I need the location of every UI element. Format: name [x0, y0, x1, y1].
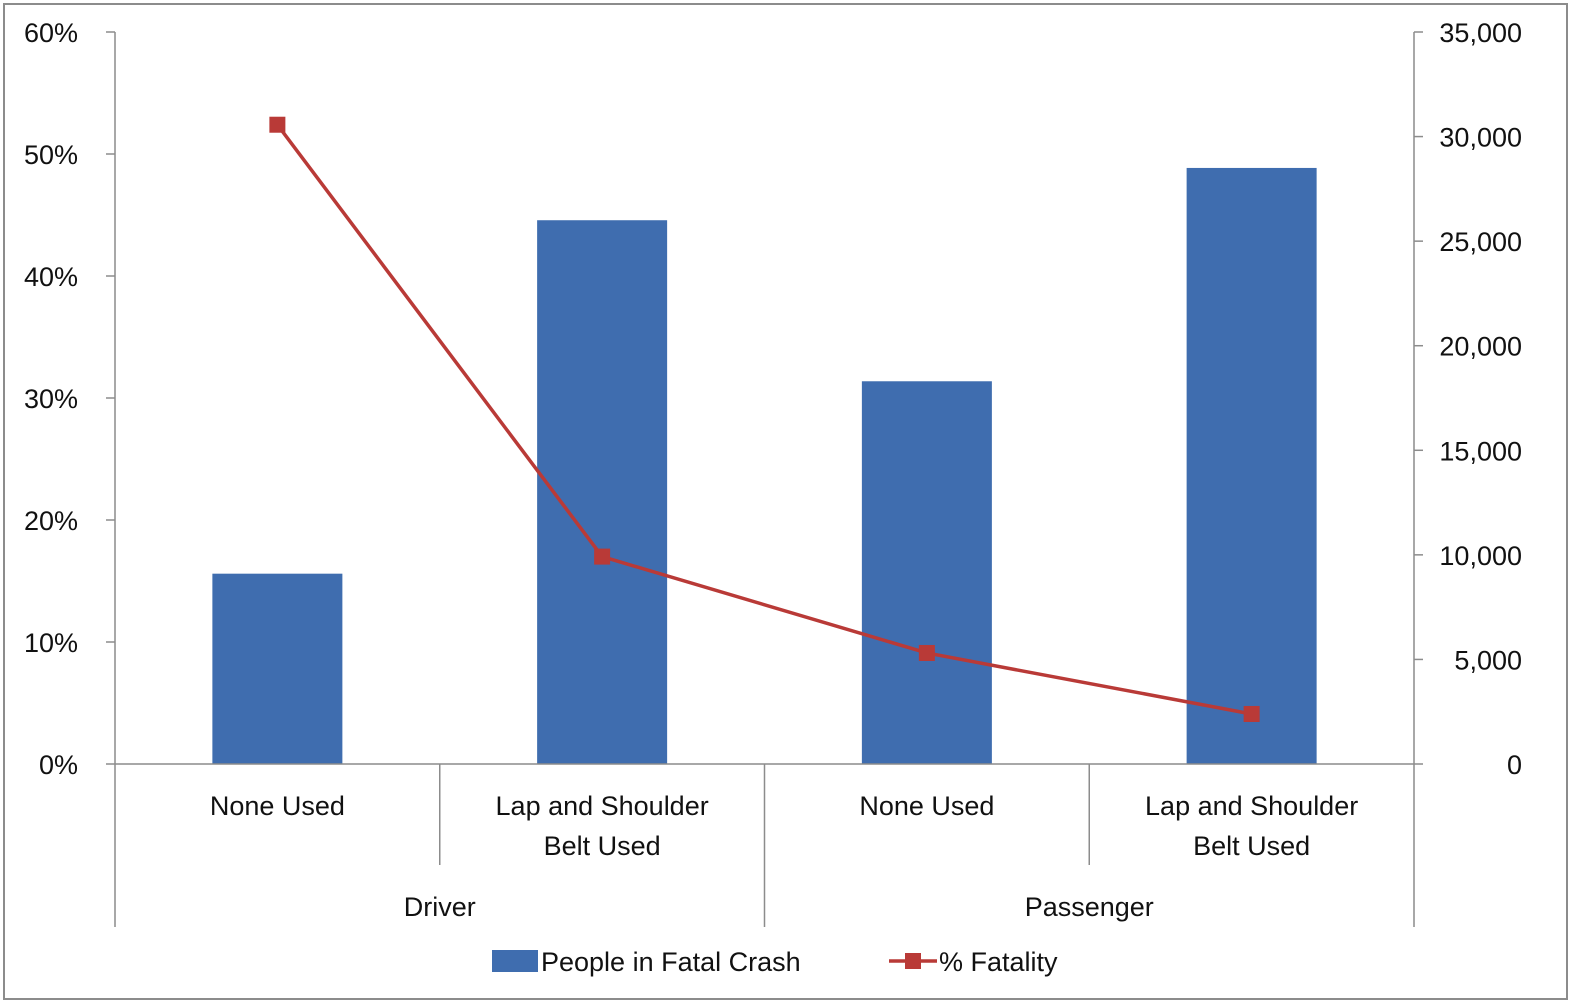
y-left-tick-label: 0%: [39, 750, 78, 780]
legend-swatch-marker: [905, 953, 921, 969]
category-label-4: Lap and Shoulder: [1145, 791, 1358, 821]
y-right-tick-label: 25,000: [1439, 227, 1522, 257]
y-right-tick-label: 30,000: [1439, 123, 1522, 153]
group-label-driver: Driver: [404, 892, 476, 922]
chart-frame: [3, 3, 1568, 1000]
fatality-point-4: [1243, 705, 1260, 722]
category-label-2: Belt Used: [544, 831, 661, 861]
legend-label-line: % Fatality: [939, 947, 1058, 977]
fatality-point-3: [918, 644, 935, 661]
y-left-tick-label: 10%: [24, 628, 78, 658]
y-right-tick-label: 5,000: [1454, 645, 1522, 675]
legend-swatch-bar: [492, 950, 538, 972]
y-right-tick-label: 15,000: [1439, 436, 1522, 466]
category-label-2: Lap and Shoulder: [496, 791, 709, 821]
y-right-tick-label: 0: [1507, 750, 1522, 780]
fatality-line: [275, 123, 1252, 716]
y-left-tick-label: 30%: [24, 384, 78, 414]
category-label-1: None Used: [210, 791, 345, 821]
category-label-3: None Used: [859, 791, 994, 821]
bar-2: [537, 220, 668, 764]
y-right-tick-label: 10,000: [1439, 541, 1522, 571]
category-label-4: Belt Used: [1193, 831, 1310, 861]
y-left-tick-label: 20%: [24, 506, 78, 536]
fatality-point-1: [269, 116, 286, 133]
y-right-tick-label: 20,000: [1439, 332, 1522, 362]
bar-4: [1186, 167, 1317, 764]
group-label-passenger: Passenger: [1025, 892, 1154, 922]
fatality-point-2: [594, 548, 611, 565]
y-right-tick-label: 35,000: [1439, 18, 1522, 48]
bar-1: [212, 573, 343, 764]
y-left-tick-label: 40%: [24, 262, 78, 292]
bar-3: [861, 381, 992, 764]
legend-label-bar: People in Fatal Crash: [541, 947, 801, 977]
y-left-tick-label: 60%: [24, 18, 78, 48]
y-left-tick-label: 50%: [24, 140, 78, 170]
